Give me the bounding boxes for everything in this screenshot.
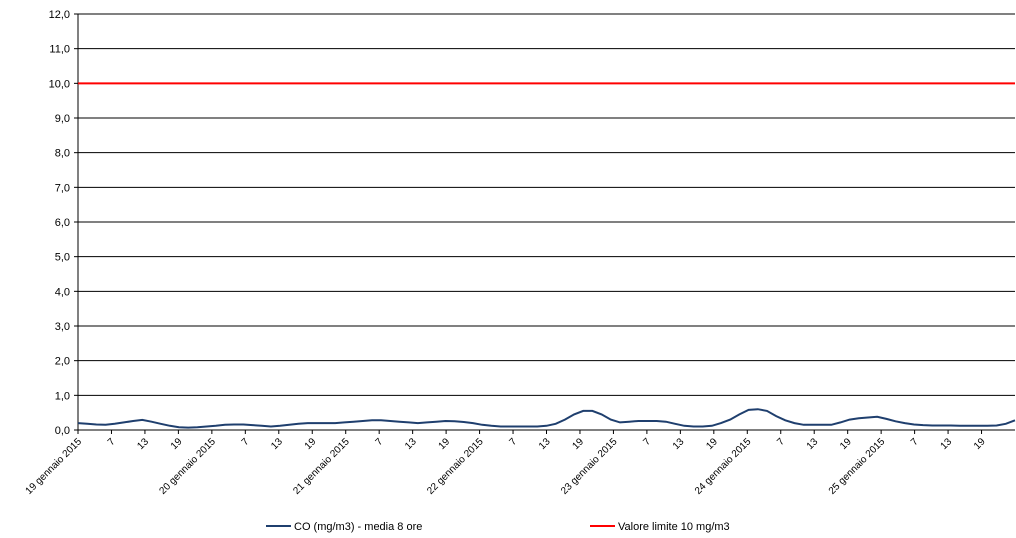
- x-tick-label: 19: [169, 436, 185, 452]
- x-tick-label: 7: [374, 436, 386, 448]
- grid-lines: [78, 13, 1015, 431]
- y-tick-label: 2,0: [55, 356, 70, 368]
- legend-label-co: CO (mg/m3) - media 8 ore: [294, 521, 422, 533]
- x-tick-label: 13: [939, 436, 955, 452]
- x-tick-label: 21 gennaio 2015: [291, 436, 352, 497]
- x-tick-label: 7: [240, 436, 252, 448]
- x-tick-label: 25 gennaio 2015: [827, 436, 888, 497]
- x-tick-label: 24 gennaio 2015: [693, 436, 754, 497]
- x-tick-label: 19: [437, 436, 453, 452]
- x-tick-label: 19: [838, 436, 854, 452]
- x-tick-label: 7: [641, 436, 653, 448]
- y-tick-label: 11,0: [49, 44, 70, 56]
- x-tick-label: 13: [537, 436, 553, 452]
- x-tick-label: 19 gennaio 2015: [24, 436, 85, 497]
- y-tick-label: 1,0: [55, 390, 70, 402]
- y-tick-label: 5,0: [55, 252, 70, 264]
- series-line-co: [77, 408, 1016, 429]
- x-tick-label: 22 gennaio 2015: [425, 436, 486, 497]
- legend-label-limit: Valore limite 10 mg/m3: [618, 521, 730, 533]
- x-tick-label: 7: [507, 436, 519, 448]
- x-tick-label: 13: [671, 436, 687, 452]
- x-tick-label: 13: [805, 436, 821, 452]
- series-layer: [77, 82, 1016, 429]
- y-tick-label: 9,0: [55, 113, 70, 125]
- x-tick-label: 13: [403, 436, 419, 452]
- x-tick-label: 7: [106, 436, 118, 448]
- y-tick-label: 6,0: [55, 217, 70, 229]
- x-tick-label: 7: [909, 436, 921, 448]
- y-tick-label: 3,0: [55, 321, 70, 333]
- x-tick-label: 20 gennaio 2015: [157, 436, 218, 497]
- y-tick-label: 12,0: [49, 9, 70, 21]
- x-tick-label: 23 gennaio 2015: [559, 436, 620, 497]
- x-tick-label: 13: [135, 436, 151, 452]
- x-tick-label: 19: [704, 436, 720, 452]
- y-tick-label: 0,0: [55, 425, 70, 437]
- x-tick-label: 7: [775, 436, 787, 448]
- y-axis: 0,0 1,0 2,0 3,0 4,0 5,0 6,0 7,0 8,0 9,0 10,0 11,0 12…: [49, 9, 79, 437]
- legend: CO (mg/m3) - media 8 ore Valore limite 1…: [266, 521, 730, 533]
- y-tick-label: 7,0: [55, 182, 70, 194]
- x-tick-label: 13: [269, 436, 285, 452]
- y-tick-label: 8,0: [55, 148, 70, 160]
- x-tick-label: 19: [972, 436, 988, 452]
- x-tick-label: 19: [303, 436, 319, 452]
- x-tick-label: 19: [570, 436, 586, 452]
- y-tick-label: 4,0: [55, 286, 70, 298]
- y-tick-label: 10,0: [49, 78, 70, 90]
